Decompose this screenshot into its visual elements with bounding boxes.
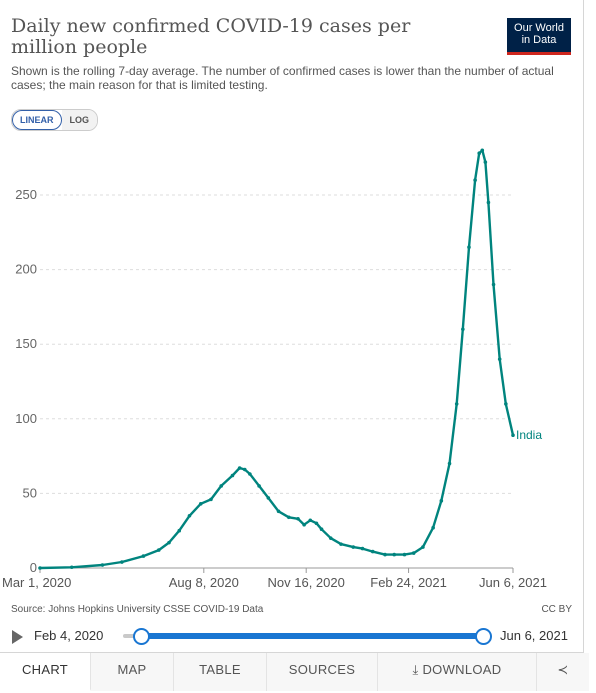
data-point	[296, 516, 300, 521]
data-point	[497, 357, 502, 361]
data-point	[230, 473, 235, 478]
tab-bar: CHART MAP TABLE SOURCES ⤓ DOWNLOAD ≺	[0, 652, 589, 691]
data-point	[187, 513, 192, 518]
data-point	[248, 472, 252, 476]
data-point	[402, 552, 407, 557]
timeline-selected-range	[140, 633, 483, 639]
y-tick-label: 150	[15, 336, 37, 351]
y-tick-label: 100	[15, 411, 37, 426]
data-point	[454, 402, 459, 406]
y-tick-label: 250	[15, 187, 37, 202]
data-point	[370, 549, 375, 554]
x-tick-label: Feb 24, 2021	[370, 575, 447, 590]
data-point	[276, 509, 281, 514]
data-point	[480, 148, 485, 153]
data-point	[266, 496, 271, 500]
chart-subtitle: Shown is the rolling 7-day average. The …	[11, 64, 554, 92]
scale-toggle[interactable]: LINEAR LOG	[11, 109, 98, 131]
y-tick-label: 200	[15, 262, 37, 277]
data-point	[473, 178, 477, 182]
data-point	[198, 502, 203, 506]
data-point	[439, 499, 444, 503]
y-tick-label: 0	[30, 560, 37, 575]
share-icon[interactable]: ≺	[537, 653, 589, 691]
logo-accent-bar	[507, 52, 571, 55]
timeline-end-label: Jun 6, 2021	[500, 628, 568, 643]
owid-logo[interactable]: Our World in Data	[507, 18, 571, 55]
data-point	[383, 552, 387, 557]
timeline: Feb 4, 2020 Jun 6, 2021	[0, 624, 584, 648]
tab-sources[interactable]: SOURCES	[267, 653, 378, 691]
log-scale-button[interactable]: LOG	[61, 110, 97, 130]
data-point	[461, 327, 465, 332]
data-point	[411, 551, 416, 555]
timeline-start-label: Feb 4, 2020	[34, 628, 104, 643]
x-tick-label: Aug 8, 2020	[169, 575, 239, 590]
x-tick-label: Jun 6, 2021	[479, 575, 547, 590]
data-point	[167, 540, 171, 545]
data-point	[141, 554, 146, 558]
data-point	[308, 518, 313, 523]
data-point	[302, 522, 306, 527]
y-axis-ticks: 0 50 100 150 200 250	[15, 187, 37, 575]
chart-title: Daily new confirmed COVID-19 cases per m…	[11, 15, 411, 58]
data-point	[447, 461, 452, 466]
x-axis: Mar 1, 2020 Aug 8, 2020 Nov 16, 2020 Feb 24…	[2, 567, 547, 590]
data-point	[156, 548, 161, 552]
series-group: India	[38, 148, 542, 570]
linear-scale-button[interactable]: LINEAR	[12, 110, 62, 130]
data-point	[237, 466, 242, 470]
tab-map[interactable]: MAP	[91, 653, 174, 691]
data-point	[351, 545, 356, 549]
y-tick-label: 50	[23, 485, 37, 500]
data-point	[511, 433, 515, 438]
series-line-india	[39, 149, 515, 570]
data-point	[491, 282, 496, 287]
data-point	[467, 245, 471, 250]
tab-chart[interactable]: CHART	[0, 653, 91, 691]
x-tick-label: Nov 16, 2020	[268, 575, 345, 590]
data-point	[286, 515, 291, 520]
data-point	[242, 467, 247, 472]
data-point	[477, 151, 482, 156]
line-chart: 0 50 100 150 200 250 Mar 1, 2020 Aug 8, 2020 No…	[2, 148, 547, 590]
logo-line-2: in Data	[521, 34, 557, 46]
data-point	[314, 521, 319, 526]
data-point	[339, 542, 343, 546]
data-point	[486, 200, 491, 205]
data-point	[257, 484, 261, 488]
data-point	[360, 546, 365, 551]
data-point	[209, 497, 213, 502]
data-point	[319, 527, 324, 532]
data-point	[504, 402, 508, 406]
data-point	[120, 560, 124, 564]
series-end-label: India	[516, 428, 542, 442]
data-point	[328, 536, 333, 540]
logo-line-1: Our World	[514, 22, 564, 34]
play-icon[interactable]	[12, 630, 23, 644]
timeline-start-handle[interactable]	[133, 628, 150, 645]
data-point	[431, 525, 435, 530]
gridlines	[40, 194, 513, 494]
data-point	[69, 565, 74, 570]
tab-download[interactable]: ⤓ DOWNLOAD	[378, 653, 537, 691]
tab-table[interactable]: TABLE	[174, 653, 267, 691]
data-point	[421, 545, 425, 549]
x-tick-label: Mar 1, 2020	[2, 575, 71, 590]
timeline-end-handle[interactable]	[475, 628, 492, 645]
data-point	[392, 552, 397, 557]
data-point	[100, 563, 105, 567]
source-note[interactable]: Source: Johns Hopkins University CSSE CO…	[11, 604, 264, 615]
data-point	[177, 528, 182, 533]
data-point	[38, 566, 42, 570]
license-link[interactable]: CC BY	[541, 604, 572, 615]
data-point	[219, 484, 224, 488]
data-point	[483, 160, 488, 164]
